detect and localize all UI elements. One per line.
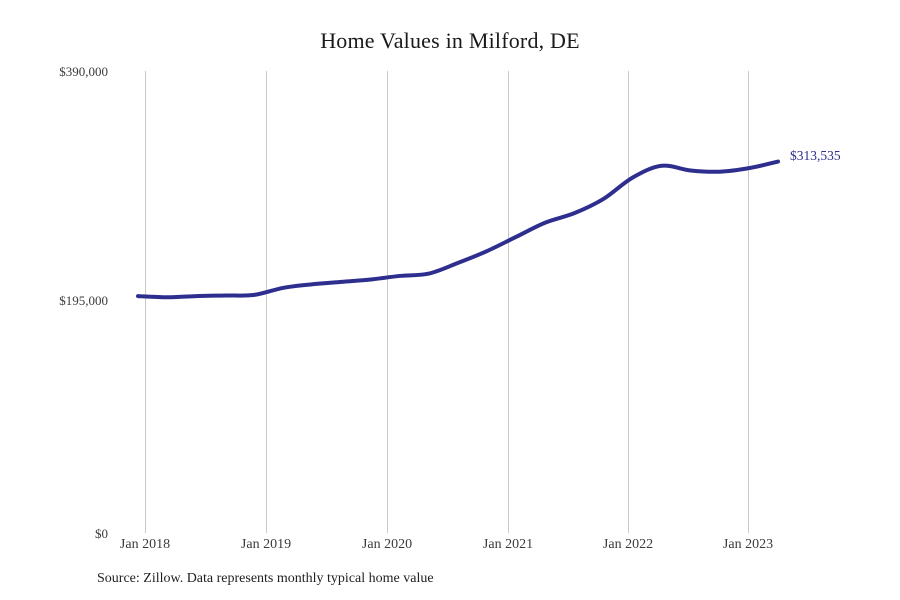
chart-title: Home Values in Milford, DE <box>320 28 580 53</box>
x-axis-tick-label: Jan 2018 <box>119 537 171 552</box>
x-axis-tick-label: Jan 2023 <box>722 537 774 552</box>
x-axis-tick-label: Jan 2022 <box>602 537 654 552</box>
end-value-annotation: $313,535 <box>790 148 841 163</box>
gridlines <box>145 71 749 533</box>
x-axis-tick-label: Jan 2020 <box>361 537 413 552</box>
x-axis-tick-label: Jan 2021 <box>482 537 534 552</box>
y-axis-tick-label: $0 <box>95 526 108 541</box>
data-line-series <box>136 159 780 300</box>
y-axis-tick-label: $390,000 <box>59 64 108 79</box>
source-note: Source: Zillow. Data represents monthly … <box>97 571 434 586</box>
x-axis-tick-label: Jan 2019 <box>240 537 292 552</box>
y-axis-tick-label: $195,000 <box>59 293 108 308</box>
